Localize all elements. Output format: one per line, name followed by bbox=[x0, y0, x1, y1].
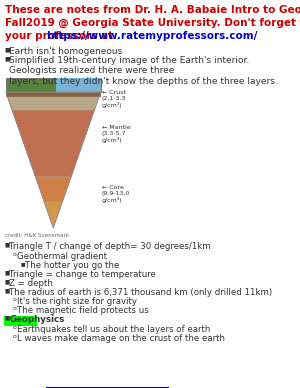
Text: credit: H&K Svensmark: credit: H&K Svensmark bbox=[4, 233, 69, 238]
Text: ■: ■ bbox=[4, 288, 10, 293]
Text: Fall2019 @ Georgia State University. Don't forget to rate: Fall2019 @ Georgia State University. Don… bbox=[4, 18, 300, 28]
Text: Triangle T / change of depth= 30 degrees/1km: Triangle T / change of depth= 30 degrees… bbox=[9, 242, 211, 251]
Text: ■: ■ bbox=[21, 261, 26, 266]
Text: The hotter you go the: The hotter you go the bbox=[25, 261, 120, 270]
Polygon shape bbox=[12, 110, 94, 177]
Polygon shape bbox=[56, 78, 101, 92]
Text: o: o bbox=[13, 252, 16, 257]
Polygon shape bbox=[6, 92, 101, 97]
Text: https://www.ratemyprofessors.com/: https://www.ratemyprofessors.com/ bbox=[46, 31, 257, 41]
Text: o: o bbox=[13, 297, 16, 302]
Text: Triangle = change to temperature: Triangle = change to temperature bbox=[9, 270, 156, 279]
Text: ■: ■ bbox=[4, 279, 10, 284]
Text: Earth isn't homogeneous: Earth isn't homogeneous bbox=[9, 47, 122, 56]
Text: These are notes from Dr. H. A. Babaie Intro to Geology from: These are notes from Dr. H. A. Babaie In… bbox=[4, 5, 300, 15]
Text: ■: ■ bbox=[4, 315, 10, 320]
Text: It's the right size for gravity: It's the right size for gravity bbox=[17, 297, 137, 306]
Text: o: o bbox=[13, 334, 16, 339]
Polygon shape bbox=[6, 78, 101, 92]
Text: The magnetic field protects us: The magnetic field protects us bbox=[17, 306, 149, 315]
Text: Earthquakes tell us about the layers of earth: Earthquakes tell us about the layers of … bbox=[17, 325, 211, 334]
Text: ← Mantle
(3.3-5.7
g/cm³): ← Mantle (3.3-5.7 g/cm³) bbox=[102, 125, 130, 143]
Text: o: o bbox=[13, 306, 16, 311]
Text: ■: ■ bbox=[4, 242, 10, 247]
Text: Z = depth: Z = depth bbox=[9, 279, 53, 288]
Text: ← Core
(9.9-13.0
g/cm³): ← Core (9.9-13.0 g/cm³) bbox=[102, 185, 130, 203]
Polygon shape bbox=[8, 97, 99, 110]
Text: ← Crust
(2.1-3.3
g/cm³): ← Crust (2.1-3.3 g/cm³) bbox=[102, 90, 127, 108]
Text: ■: ■ bbox=[4, 47, 10, 52]
Text: Geothermal gradient: Geothermal gradient bbox=[17, 252, 107, 261]
Text: The radius of earth is 6,371 thousand km (only drilled 11km): The radius of earth is 6,371 thousand km… bbox=[9, 288, 272, 297]
FancyBboxPatch shape bbox=[4, 316, 38, 326]
Text: L waves make damage on the crust of the earth: L waves make damage on the crust of the … bbox=[17, 334, 225, 343]
Text: Geophysics: Geophysics bbox=[9, 315, 64, 324]
Polygon shape bbox=[44, 202, 62, 226]
Text: o: o bbox=[13, 325, 16, 330]
Text: Simplified 19th-century image of the Earth's interior. Geologists realized there: Simplified 19th-century image of the Ear… bbox=[9, 56, 278, 86]
Text: ■: ■ bbox=[4, 56, 10, 61]
Polygon shape bbox=[35, 177, 71, 202]
Text: your professors at: your professors at bbox=[4, 31, 116, 41]
Polygon shape bbox=[52, 224, 55, 228]
Text: ■: ■ bbox=[4, 270, 10, 275]
